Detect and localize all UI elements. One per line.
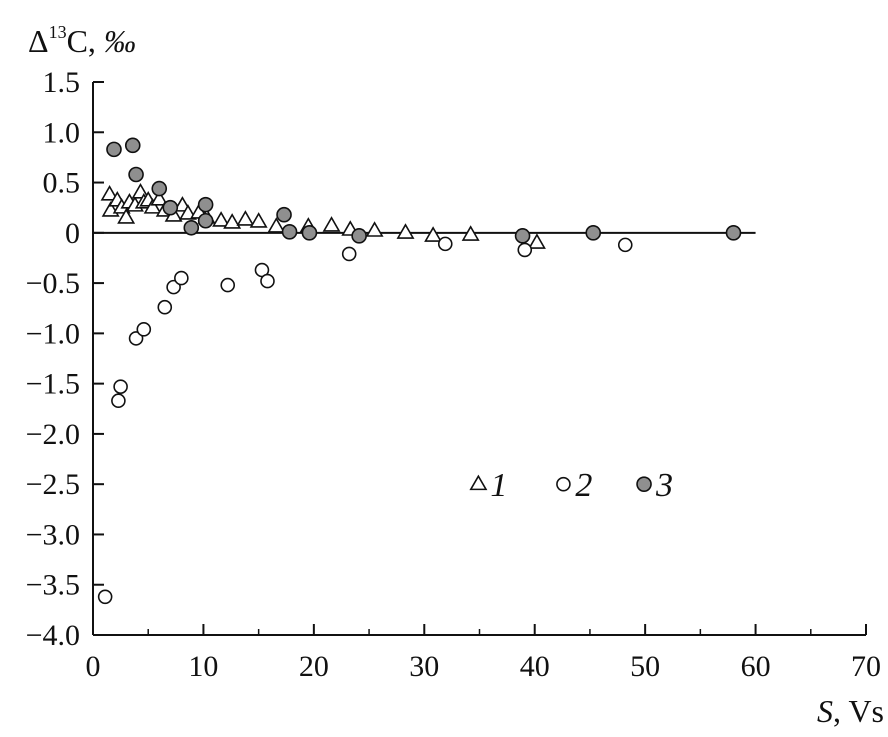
x-tick-label: 0 — [86, 650, 101, 683]
series-1-point — [527, 233, 546, 249]
x-tick-label: 10 — [188, 650, 218, 683]
y-tick-label: −3.0 — [26, 518, 80, 551]
legend-item-2: 2 — [556, 467, 592, 504]
series-3-point — [725, 225, 742, 241]
y-tick-label: −1.0 — [26, 317, 80, 350]
series-2-point — [437, 236, 453, 252]
series-1-point — [178, 204, 197, 220]
series-2-point — [113, 379, 128, 394]
x-tick-label: 50 — [630, 650, 660, 683]
series-3-point — [197, 212, 214, 229]
legend-label-3: 3 — [655, 467, 673, 504]
legend-item-1: 1 — [469, 467, 507, 504]
series-3-point — [128, 166, 144, 183]
series-1-point — [150, 190, 169, 206]
series-1-point — [461, 225, 480, 241]
y-tick-label: −2.5 — [26, 468, 80, 501]
y-tick-label: 1.5 — [43, 66, 81, 99]
legend-label-2: 2 — [575, 467, 592, 504]
series-1-point — [365, 221, 384, 237]
series-3-point — [197, 196, 214, 213]
series-2-point — [220, 277, 236, 293]
y-tick-label: 1.0 — [43, 116, 81, 149]
y-tick-label: −0.5 — [26, 267, 80, 300]
legend: 1 2 3 — [469, 467, 673, 504]
series-1-point — [223, 213, 242, 229]
series-1 — [100, 182, 546, 249]
legend-marker-3 — [636, 476, 652, 492]
x-axis-title: S, Vs — [817, 693, 884, 729]
series-2-point — [157, 299, 173, 315]
axes: 1.5 1.0 0.5 0 −0.5 −1.0 −1.5 −2.0 −2.5 −3.0 −3.5 −4… — [26, 66, 881, 683]
y-tick-label: −3.5 — [26, 569, 80, 602]
y-tick-label: 0 — [65, 217, 80, 250]
series-3-point — [276, 206, 292, 223]
series-2-point — [617, 237, 633, 253]
series-3-point — [151, 180, 168, 197]
series-1-point — [322, 216, 341, 232]
series-3-point — [124, 137, 141, 154]
legend-label-1: 1 — [490, 467, 507, 504]
y-tick-label: −2.0 — [26, 418, 80, 451]
series-1-point — [396, 223, 415, 239]
series-3-point — [281, 224, 298, 240]
y-tick-label: −1.5 — [26, 368, 80, 401]
legend-item-3: 3 — [636, 467, 673, 504]
series-2-point — [517, 242, 533, 258]
series-3-point — [162, 199, 179, 216]
series-2-point — [97, 589, 113, 605]
series-1-point — [212, 211, 231, 227]
y-tick-label: −4.0 — [26, 619, 80, 652]
series-1-point — [249, 212, 268, 228]
series-1-point — [424, 226, 443, 242]
series-2-point — [174, 270, 189, 286]
data-points — [97, 137, 742, 605]
series-2-point — [136, 322, 152, 337]
legend-marker-2 — [556, 476, 571, 492]
series-1-point — [100, 185, 119, 201]
series-2-point — [341, 246, 357, 262]
series-2 — [97, 236, 633, 605]
series-3 — [106, 137, 742, 244]
x-tick-label: 60 — [741, 650, 771, 683]
series-1-point — [117, 208, 136, 224]
series-1-point — [236, 210, 255, 226]
y-axis-title: Δ13C, ‰ — [28, 22, 136, 59]
series-3-point — [514, 228, 531, 244]
series-2-point — [128, 331, 144, 346]
series-3-point — [183, 219, 200, 236]
series-3-point — [351, 228, 367, 244]
series-3-point — [585, 225, 602, 241]
y-tick-label: 0.5 — [43, 167, 81, 200]
x-tick-label: 20 — [299, 650, 329, 683]
series-2-point — [111, 393, 126, 409]
series-3-point — [106, 141, 122, 158]
series-2-point — [166, 279, 181, 295]
x-tick-label: 40 — [520, 650, 550, 683]
legend-marker-1 — [469, 474, 488, 491]
x-tick-label: 30 — [409, 650, 439, 683]
series-1-point — [143, 198, 162, 214]
series-3-point — [301, 225, 318, 241]
x-tick-label: 70 — [851, 650, 881, 683]
series-2-point — [260, 273, 275, 289]
series-1-point — [267, 217, 286, 233]
